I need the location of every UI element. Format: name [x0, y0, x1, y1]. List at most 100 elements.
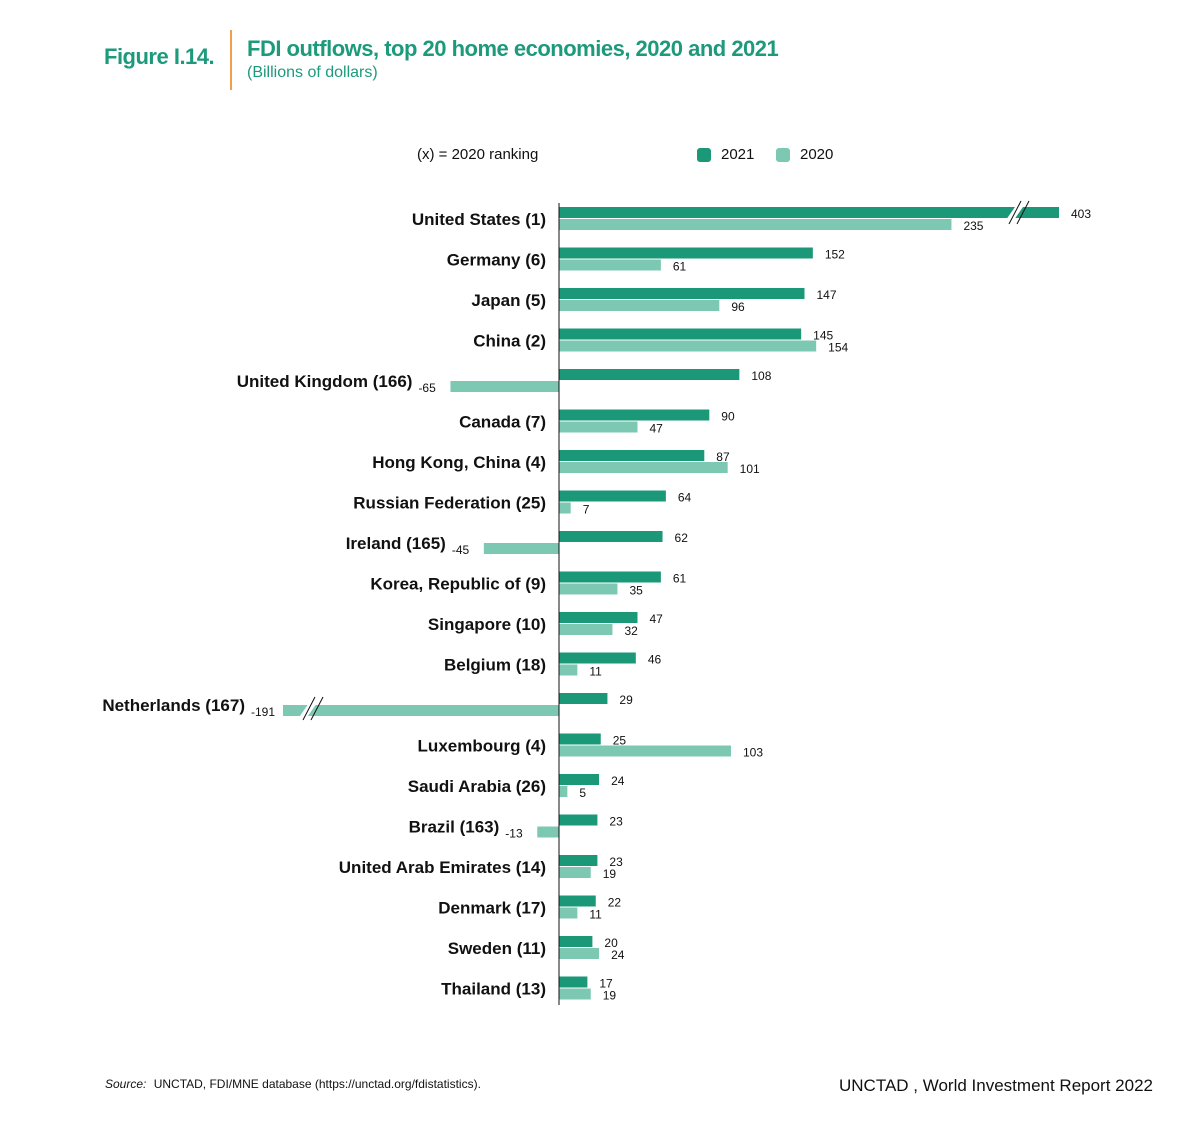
value-label-2020-singapore-10: 32 — [624, 624, 638, 638]
category-label-canada-7: Canada (7) — [459, 413, 546, 432]
category-label-denmark-17: Denmark (17) — [438, 899, 546, 918]
bar-2020-japan-5 — [559, 300, 720, 311]
bar-2021-ireland-165 — [559, 531, 663, 542]
bar-2021-luxembourg-4 — [559, 733, 601, 745]
value-label-2020-brazil-163: -13 — [505, 827, 523, 841]
value-label-2021-russian-federation-25: 64 — [678, 491, 692, 505]
category-label-ireland-165: Ireland (165) — [346, 534, 446, 553]
category-label-korea-republic-of-9: Korea, Republic of (9) — [370, 575, 546, 594]
value-label-2021-luxembourg-4: 25 — [613, 734, 627, 748]
bar-2021-russian-federation-25 — [559, 490, 666, 502]
category-label-saudi-arabia-26: Saudi Arabia (26) — [408, 777, 546, 796]
bar-2020-thailand-13 — [559, 988, 591, 1000]
bar-2020-russian-federation-25 — [559, 502, 571, 514]
value-label-2021-canada-7: 90 — [721, 410, 735, 424]
value-label-2021-korea-republic-of-9: 61 — [673, 572, 687, 586]
bar-2020-china-2 — [559, 340, 817, 352]
bar-2021-brazil-163 — [559, 814, 598, 826]
bar-2021-germany-6 — [559, 247, 813, 259]
bar-2020-brazil-163 — [537, 826, 559, 838]
value-label-2020-denmark-17: 11 — [589, 908, 602, 922]
value-label-2020-luxembourg-4: 103 — [743, 746, 763, 760]
bar-2020-hong-kong-china-4 — [559, 462, 728, 473]
value-label-2020-united-kingdom-166: -65 — [418, 381, 436, 395]
value-label-2020-japan-5: 96 — [731, 300, 745, 314]
break-mark-2020-netherlands-167-gap — [290, 701, 319, 729]
break-mark-2021-united-states-1-gap — [996, 205, 1025, 233]
value-label-2021-denmark-17: 22 — [608, 896, 622, 910]
value-label-2021-germany-6: 152 — [825, 248, 845, 262]
category-label-netherlands-167: Netherlands (167) — [102, 696, 245, 715]
break-mark-2021-united-states-1-line-b — [1016, 200, 1030, 225]
legend-swatch-2021 — [697, 147, 711, 162]
footer-report-name: UNCTAD , World Investment Report 2022 — [839, 1076, 1153, 1095]
value-label-2020-united-arab-emirates-14: 19 — [603, 867, 617, 881]
value-label-2021-japan-5: 147 — [816, 288, 836, 302]
category-label-hong-kong-china-4: Hong Kong, China (4) — [372, 453, 546, 472]
value-label-2021-hong-kong-china-4: 87 — [716, 450, 730, 464]
value-label-2021-ireland-165: 62 — [675, 531, 689, 545]
value-label-2020-saudi-arabia-26: 5 — [579, 786, 586, 800]
value-label-2020-united-states-1: 235 — [963, 219, 983, 233]
bar-2021-canada-7 — [559, 409, 710, 421]
legend-label-2020: 2020 — [800, 146, 834, 163]
bar-2020-united-states-1 — [559, 219, 952, 230]
bar-2021-singapore-10 — [559, 612, 638, 623]
category-label-united-kingdom-166: United Kingdom (166) — [237, 372, 413, 391]
bar-2020-germany-6 — [559, 259, 661, 271]
value-label-2020-thailand-13: 19 — [603, 989, 617, 1003]
ranking-note: (x) = 2020 ranking — [417, 146, 539, 163]
break-mark-2021-united-states-1-line-a — [1008, 200, 1022, 225]
bar-2021-saudi-arabia-26 — [559, 774, 600, 785]
category-label-germany-6: Germany (6) — [447, 251, 546, 270]
legend-item-2020: 2020 — [776, 146, 833, 163]
bar-2020-united-kingdom-166 — [450, 381, 559, 392]
category-label-russian-federation-25: Russian Federation (25) — [353, 494, 546, 513]
category-label-brazil-163: Brazil (163) — [409, 818, 500, 837]
break-mark-2020-netherlands-167-line-a — [302, 696, 316, 721]
bar-2021-korea-republic-of-9 — [559, 571, 661, 583]
value-label-2020-china-2: 154 — [828, 341, 848, 355]
category-label-united-arab-emirates-14: United Arab Emirates (14) — [339, 858, 546, 877]
source-note: Source: UNCTAD, FDI/MNE database (https:… — [105, 1077, 481, 1091]
value-label-2021-china-2: 145 — [813, 329, 833, 343]
value-label-2020-russian-federation-25: 7 — [583, 503, 590, 517]
value-label-2020-germany-6: 61 — [673, 260, 687, 274]
bar-2020-united-arab-emirates-14 — [559, 867, 591, 878]
bar-2021-hong-kong-china-4 — [559, 450, 705, 461]
value-label-2021-belgium-18: 46 — [648, 653, 662, 667]
bar-2021-china-2 — [559, 328, 802, 340]
category-label-luxembourg-4: Luxembourg (4) — [418, 737, 546, 756]
category-label-united-states-1: United States (1) — [412, 210, 546, 229]
title-divider — [230, 30, 232, 90]
bar-2020-ireland-165 — [483, 543, 559, 554]
bar-2021-united-arab-emirates-14 — [559, 855, 598, 866]
legend-item-2021: 2021 — [697, 146, 754, 163]
bar-2020-sweden-11 — [559, 948, 600, 959]
value-label-2020-canada-7: 47 — [649, 422, 663, 436]
bar-2020-korea-republic-of-9 — [559, 583, 618, 595]
bar-2021-united-kingdom-166 — [559, 369, 740, 380]
bar-2021-japan-5 — [559, 288, 805, 299]
bar-2021-sweden-11 — [559, 936, 593, 947]
source-text: UNCTAD, FDI/MNE database (https://unctad… — [153, 1077, 481, 1091]
value-label-2020-ireland-165: -45 — [452, 543, 470, 557]
value-label-2021-united-states-1: 403 — [1071, 207, 1091, 221]
category-label-china-2: China (2) — [473, 332, 546, 351]
value-label-2020-belgium-18: 11 — [589, 665, 602, 679]
bar-2020-canada-7 — [559, 421, 638, 433]
category-label-sweden-11: Sweden (11) — [448, 939, 546, 958]
bar-2020-netherlands-167 — [283, 705, 559, 716]
bar-2021-united-states-1 — [559, 207, 1059, 218]
value-label-2021-netherlands-167: 29 — [619, 693, 633, 707]
bar-2021-netherlands-167 — [559, 693, 608, 704]
figure-subtitle: (Billions of dollars) — [247, 64, 378, 81]
bar-2020-saudi-arabia-26 — [559, 786, 568, 797]
category-label-japan-5: Japan (5) — [471, 291, 546, 310]
bar-2020-denmark-17 — [559, 907, 578, 919]
bar-2021-belgium-18 — [559, 652, 636, 664]
figure-title: FDI outflows, top 20 home economies, 202… — [247, 36, 779, 61]
bar-2020-singapore-10 — [559, 624, 613, 635]
value-label-2021-saudi-arabia-26: 24 — [611, 774, 625, 788]
